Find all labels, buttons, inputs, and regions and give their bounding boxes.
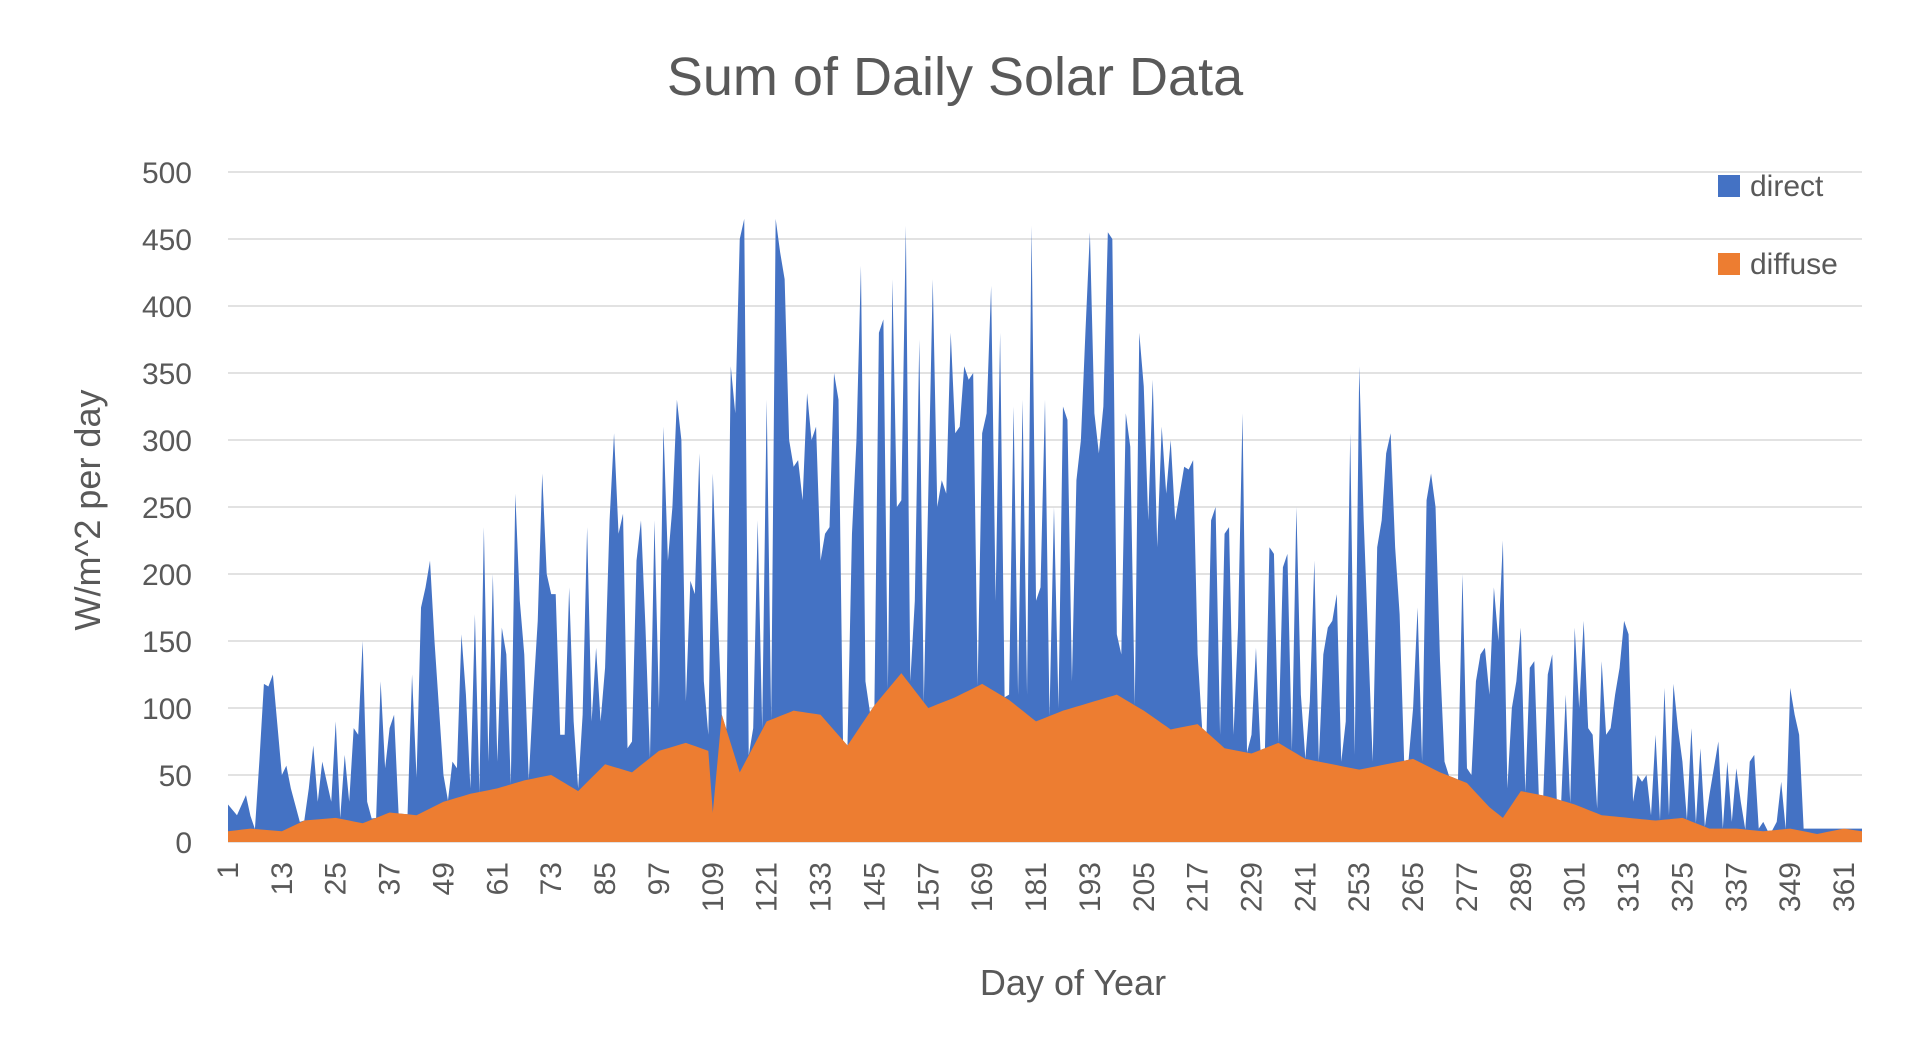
x-tick-label: 361 [1828, 862, 1861, 912]
x-axis-ticks: 1 13 25 37 49 61 73 85 97 109 121 133 145 157 169 181 19… [212, 862, 1861, 912]
x-tick-label: 181 [1020, 862, 1053, 912]
x-tick-label: 289 [1505, 862, 1538, 912]
x-tick-label: 73 [535, 862, 568, 895]
x-tick-label: 13 [266, 862, 299, 895]
legend-swatch-diffuse [1718, 253, 1740, 275]
x-tick-label: 157 [912, 862, 945, 912]
x-tick-label: 97 [643, 862, 676, 895]
x-tick-label: 265 [1397, 862, 1430, 912]
y-tick-label: 100 [142, 693, 192, 726]
y-tick-label: 450 [142, 224, 192, 257]
series-area-direct [228, 218, 1862, 842]
x-tick-label: 301 [1559, 862, 1592, 912]
x-tick-label: 205 [1128, 862, 1161, 912]
x-tick-label: 85 [589, 862, 622, 895]
y-axis-label: W/m^2 per day [67, 390, 108, 631]
x-tick-label: 193 [1074, 862, 1107, 912]
x-tick-label: 109 [697, 862, 730, 912]
x-tick-label: 313 [1613, 862, 1646, 912]
x-tick-label: 145 [858, 862, 891, 912]
x-tick-label: 349 [1774, 862, 1807, 912]
x-tick-label: 133 [805, 862, 838, 912]
y-tick-label: 150 [142, 626, 192, 659]
x-tick-label: 169 [966, 862, 999, 912]
x-tick-label: 217 [1182, 862, 1215, 912]
y-tick-label: 0 [175, 827, 192, 860]
y-tick-label: 400 [142, 291, 192, 324]
x-tick-label: 25 [320, 862, 353, 895]
x-tick-label: 121 [751, 862, 784, 912]
x-tick-label: 61 [481, 862, 514, 895]
x-tick-label: 49 [427, 862, 460, 895]
legend: direct diffuse [1718, 170, 1838, 281]
x-tick-label: 37 [374, 862, 407, 895]
y-tick-label: 50 [159, 760, 192, 793]
y-axis-ticks: 0 50 100 150 200 250 300 350 400 450 500 [142, 157, 192, 860]
plot-area [228, 218, 1862, 842]
series-area-diffuse [228, 673, 1862, 842]
legend-label-direct: direct [1750, 170, 1824, 203]
y-tick-label: 200 [142, 559, 192, 592]
chart-title: Sum of Daily Solar Data [667, 47, 1244, 107]
x-tick-label: 253 [1343, 862, 1376, 912]
x-tick-label: 337 [1720, 862, 1753, 912]
legend-label-diffuse: diffuse [1750, 248, 1838, 281]
x-tick-label: 241 [1289, 862, 1322, 912]
x-axis-label: Day of Year [980, 962, 1166, 1003]
x-tick-label: 1 [212, 862, 245, 879]
x-tick-label: 325 [1666, 862, 1699, 912]
y-tick-label: 300 [142, 425, 192, 458]
y-tick-label: 350 [142, 358, 192, 391]
legend-swatch-direct [1718, 175, 1740, 197]
y-tick-label: 250 [142, 492, 192, 525]
x-tick-label: 277 [1451, 862, 1484, 912]
x-tick-label: 229 [1235, 862, 1268, 912]
y-tick-label: 500 [142, 157, 192, 190]
